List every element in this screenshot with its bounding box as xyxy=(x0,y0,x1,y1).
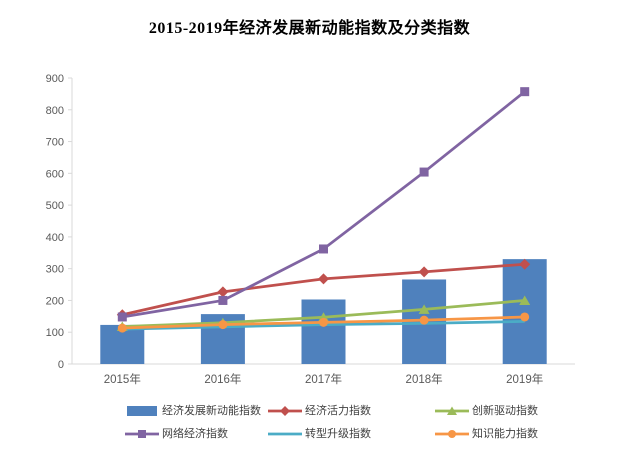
legend-item-innovation-driven: 创新驱动指数 xyxy=(435,404,538,418)
x-tick-label: 2017年 xyxy=(305,372,342,386)
legend-label-economic-vitality: 经济活力指数 xyxy=(305,405,371,417)
y-tick-label: 500 xyxy=(46,200,64,212)
legend-label-transformation-upgrade: 转型升级指数 xyxy=(305,428,371,440)
x-tick-label: 2019年 xyxy=(506,372,543,386)
y-tick-label: 800 xyxy=(46,105,64,117)
marker-square xyxy=(520,87,530,97)
y-tick-label: 300 xyxy=(46,264,64,276)
legend-swatch-network-economy-line-icon xyxy=(125,430,159,438)
marker-square xyxy=(319,244,328,254)
marker-circle xyxy=(520,312,530,322)
chart-title: 2015-2019年经济发展新动能指数及分类指数 xyxy=(148,20,471,37)
y-tick-label: 100 xyxy=(46,327,64,339)
x-tick-label: 2015年 xyxy=(104,372,141,386)
legend-label-knowledge-capability: 知识能力指数 xyxy=(472,428,538,440)
y-tick-label: 0 xyxy=(58,359,64,371)
bar-new-momentum-index-2019年 xyxy=(502,259,547,364)
legend-item-network-economy: 网络经济指数 xyxy=(125,427,228,441)
marker-circle xyxy=(319,317,328,327)
legend-label-network-economy: 网络经济指数 xyxy=(162,428,228,440)
legend-label-innovation-driven: 创新驱动指数 xyxy=(472,405,538,417)
marker-square xyxy=(419,167,429,177)
y-tick-label: 700 xyxy=(46,137,64,149)
legend-label-new-momentum-index: 经济发展新动能指数 xyxy=(162,405,261,417)
series-knowledge-capability xyxy=(117,312,530,333)
series-economic-vitality xyxy=(116,258,531,321)
x-tick-label: 2016年 xyxy=(204,372,241,386)
marker-diamond xyxy=(318,273,329,285)
marker-diamond xyxy=(217,286,229,298)
legend-swatch-knowledge-capability-line-icon xyxy=(435,430,469,438)
marker-triangle xyxy=(519,295,531,305)
marker-diamond xyxy=(418,266,430,278)
legend-item-economic-vitality: 经济活力指数 xyxy=(268,404,371,418)
x-tick-label: 2018年 xyxy=(406,372,443,386)
legend-item-new-momentum-index: 经济发展新动能指数 xyxy=(125,404,261,418)
legend-item-transformation-upgrade: 转型升级指数 xyxy=(268,427,371,441)
legend-swatch-transformation-upgrade-line-icon xyxy=(268,432,302,436)
marker-square xyxy=(117,312,127,322)
legend-item-knowledge-capability: 知识能力指数 xyxy=(435,427,538,441)
y-tick-label: 200 xyxy=(46,295,64,307)
marker-circle xyxy=(218,320,228,330)
chart-plot-area: 0 100 200 300 400 500 600 700 800 900 2015年 2016年 20… xyxy=(46,73,575,386)
bar-new-momentum-index-2017年 xyxy=(301,299,346,364)
series-network-economy xyxy=(117,87,530,322)
y-tick-label: 400 xyxy=(46,232,64,244)
legend-swatch-innovation-driven-line-icon xyxy=(435,406,469,415)
y-tick-label: 900 xyxy=(46,73,64,85)
marker-square xyxy=(218,295,228,305)
marker-diamond xyxy=(519,258,531,270)
marker-triangle xyxy=(418,304,430,314)
legend-swatch-economic-vitality-line-icon xyxy=(268,406,302,416)
marker-circle xyxy=(117,323,127,333)
marker-circle xyxy=(419,315,429,325)
legend-swatch-new-momentum-index-bar-icon xyxy=(127,406,157,416)
y-tick-label: 600 xyxy=(46,168,64,180)
